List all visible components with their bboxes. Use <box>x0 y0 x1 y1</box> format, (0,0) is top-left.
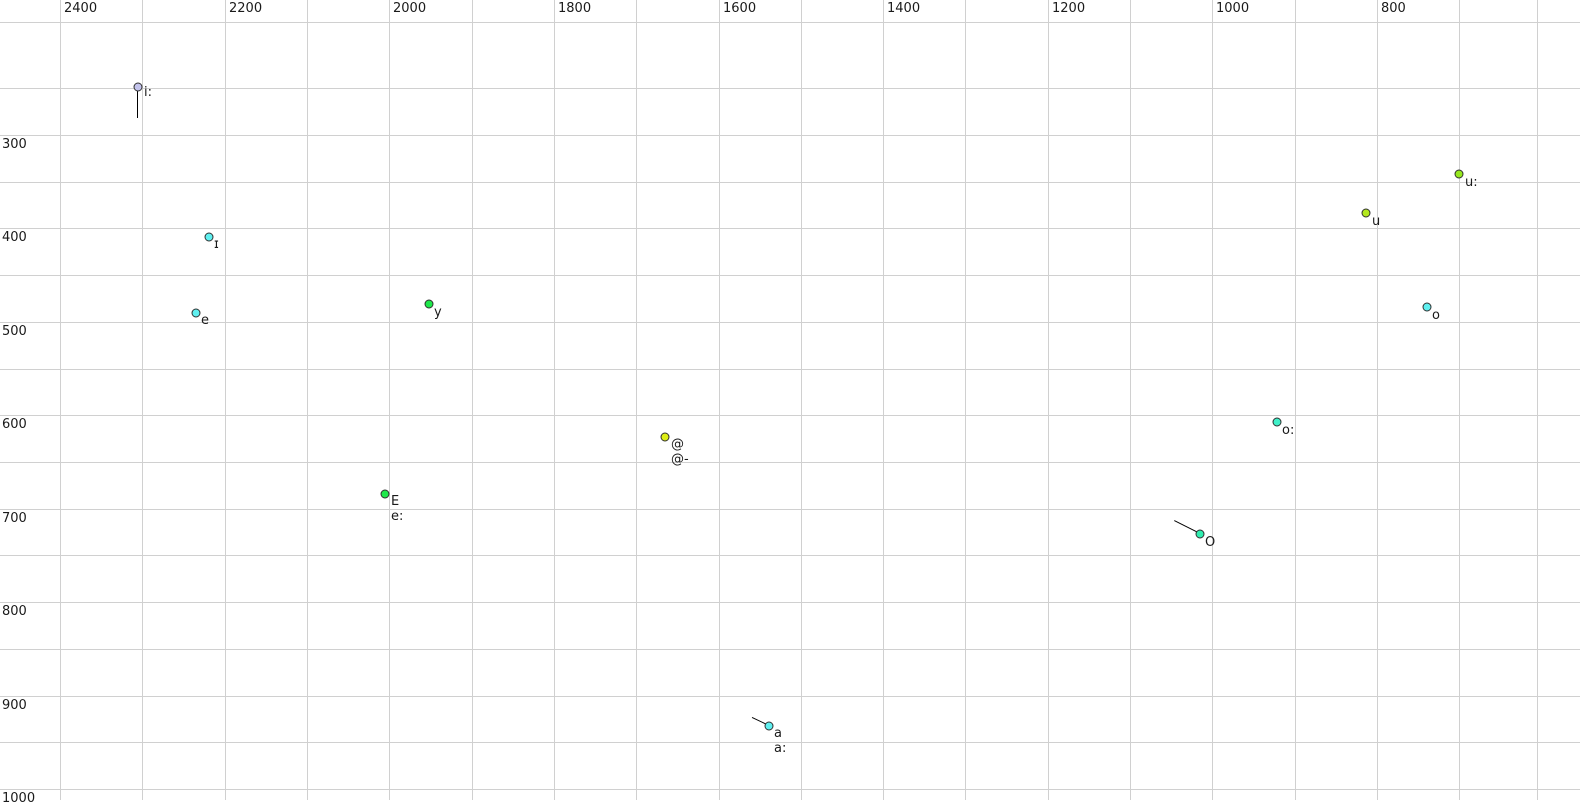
x-axis-tick-label: 1800 <box>558 1 592 16</box>
vowel-marker[interactable] <box>133 82 143 92</box>
gridline-vertical <box>142 0 143 800</box>
gridline-horizontal <box>0 555 1580 556</box>
gridline-horizontal <box>0 88 1580 89</box>
vowel-label: o <box>1432 308 1440 323</box>
gridline-vertical <box>1459 0 1460 800</box>
gridline-horizontal <box>0 369 1580 370</box>
gridline-horizontal <box>0 649 1580 650</box>
x-axis-tick-label: 2400 <box>64 1 98 16</box>
gridline-horizontal <box>0 275 1580 276</box>
gridline-horizontal <box>0 509 1580 510</box>
gridline-vertical <box>1048 0 1049 800</box>
vowel-label: o: <box>1282 423 1295 438</box>
vowel-marker[interactable] <box>1272 417 1282 427</box>
gridline-horizontal <box>0 602 1580 603</box>
vowel-marker[interactable] <box>191 308 201 318</box>
gridline-horizontal <box>0 182 1580 183</box>
gridline-horizontal <box>0 742 1580 743</box>
y-axis-tick-label: 300 <box>2 137 27 152</box>
vowel-marker[interactable] <box>380 489 390 499</box>
gridline-horizontal <box>0 462 1580 463</box>
x-axis-tick-label: 1600 <box>723 1 757 16</box>
gridline-vertical <box>1212 0 1213 800</box>
vowel-label: y <box>434 305 442 320</box>
x-axis-tick-label: 2200 <box>229 1 263 16</box>
y-axis-tick-label: 800 <box>2 604 27 619</box>
x-axis-tick-label: 2000 <box>393 1 427 16</box>
gridline-vertical <box>60 0 61 800</box>
vowel-marker[interactable] <box>764 721 774 731</box>
gridline-vertical <box>1130 0 1131 800</box>
gridline-horizontal <box>0 789 1580 790</box>
gridline-horizontal <box>0 228 1580 229</box>
gridline-vertical <box>965 0 966 800</box>
y-axis-tick-label: 900 <box>2 698 27 713</box>
gridline-vertical <box>1295 0 1296 800</box>
vowel-label: @ <box>671 437 684 452</box>
vowel-marker[interactable] <box>1454 169 1464 179</box>
vowel-label: a <box>774 726 782 741</box>
vowel-label: a: <box>774 741 787 756</box>
vowel-marker[interactable] <box>1422 302 1432 312</box>
vowel-marker[interactable] <box>424 299 434 309</box>
vowel-marker[interactable] <box>1195 529 1205 539</box>
x-axis-tick-label: 1200 <box>1052 1 1086 16</box>
gridline-horizontal <box>0 135 1580 136</box>
x-axis-tick-label: 800 <box>1381 1 1406 16</box>
gridline-vertical <box>1537 0 1538 800</box>
vowel-label: @- <box>671 452 689 467</box>
gridline-vertical <box>801 0 802 800</box>
gridline-vertical <box>389 0 390 800</box>
gridline-vertical <box>636 0 637 800</box>
x-axis-tick-label: 1000 <box>1216 1 1250 16</box>
y-axis-tick-label: 700 <box>2 511 27 526</box>
gridline-vertical <box>472 0 473 800</box>
vowel-marker[interactable] <box>1361 208 1371 218</box>
gridline-vertical <box>307 0 308 800</box>
vowel-label: u <box>1372 214 1381 229</box>
y-axis-tick-label: 500 <box>2 324 27 339</box>
vowel-trajectory-line <box>137 87 138 118</box>
gridline-horizontal <box>0 415 1580 416</box>
y-axis-tick-label: 400 <box>2 230 27 245</box>
gridline-vertical <box>883 0 884 800</box>
gridline-vertical <box>225 0 226 800</box>
vowel-marker[interactable] <box>660 432 670 442</box>
vowel-label: i: <box>144 85 152 100</box>
vowel-label: E <box>391 494 400 509</box>
vowel-label: e: <box>391 509 404 524</box>
gridline-vertical <box>1377 0 1378 800</box>
vowel-label: e <box>201 313 209 328</box>
gridline-horizontal <box>0 22 1580 23</box>
gridline-vertical <box>719 0 720 800</box>
gridline-horizontal <box>0 696 1580 697</box>
vowel-label: O <box>1205 535 1216 550</box>
vowel-marker[interactable] <box>204 232 214 242</box>
vowel-label: ɪ <box>214 237 219 252</box>
x-axis-tick-label: 1400 <box>887 1 921 16</box>
y-axis-tick-label: 600 <box>2 417 27 432</box>
gridline-horizontal <box>0 322 1580 323</box>
gridline-vertical <box>554 0 555 800</box>
vowel-label: u: <box>1465 175 1478 190</box>
